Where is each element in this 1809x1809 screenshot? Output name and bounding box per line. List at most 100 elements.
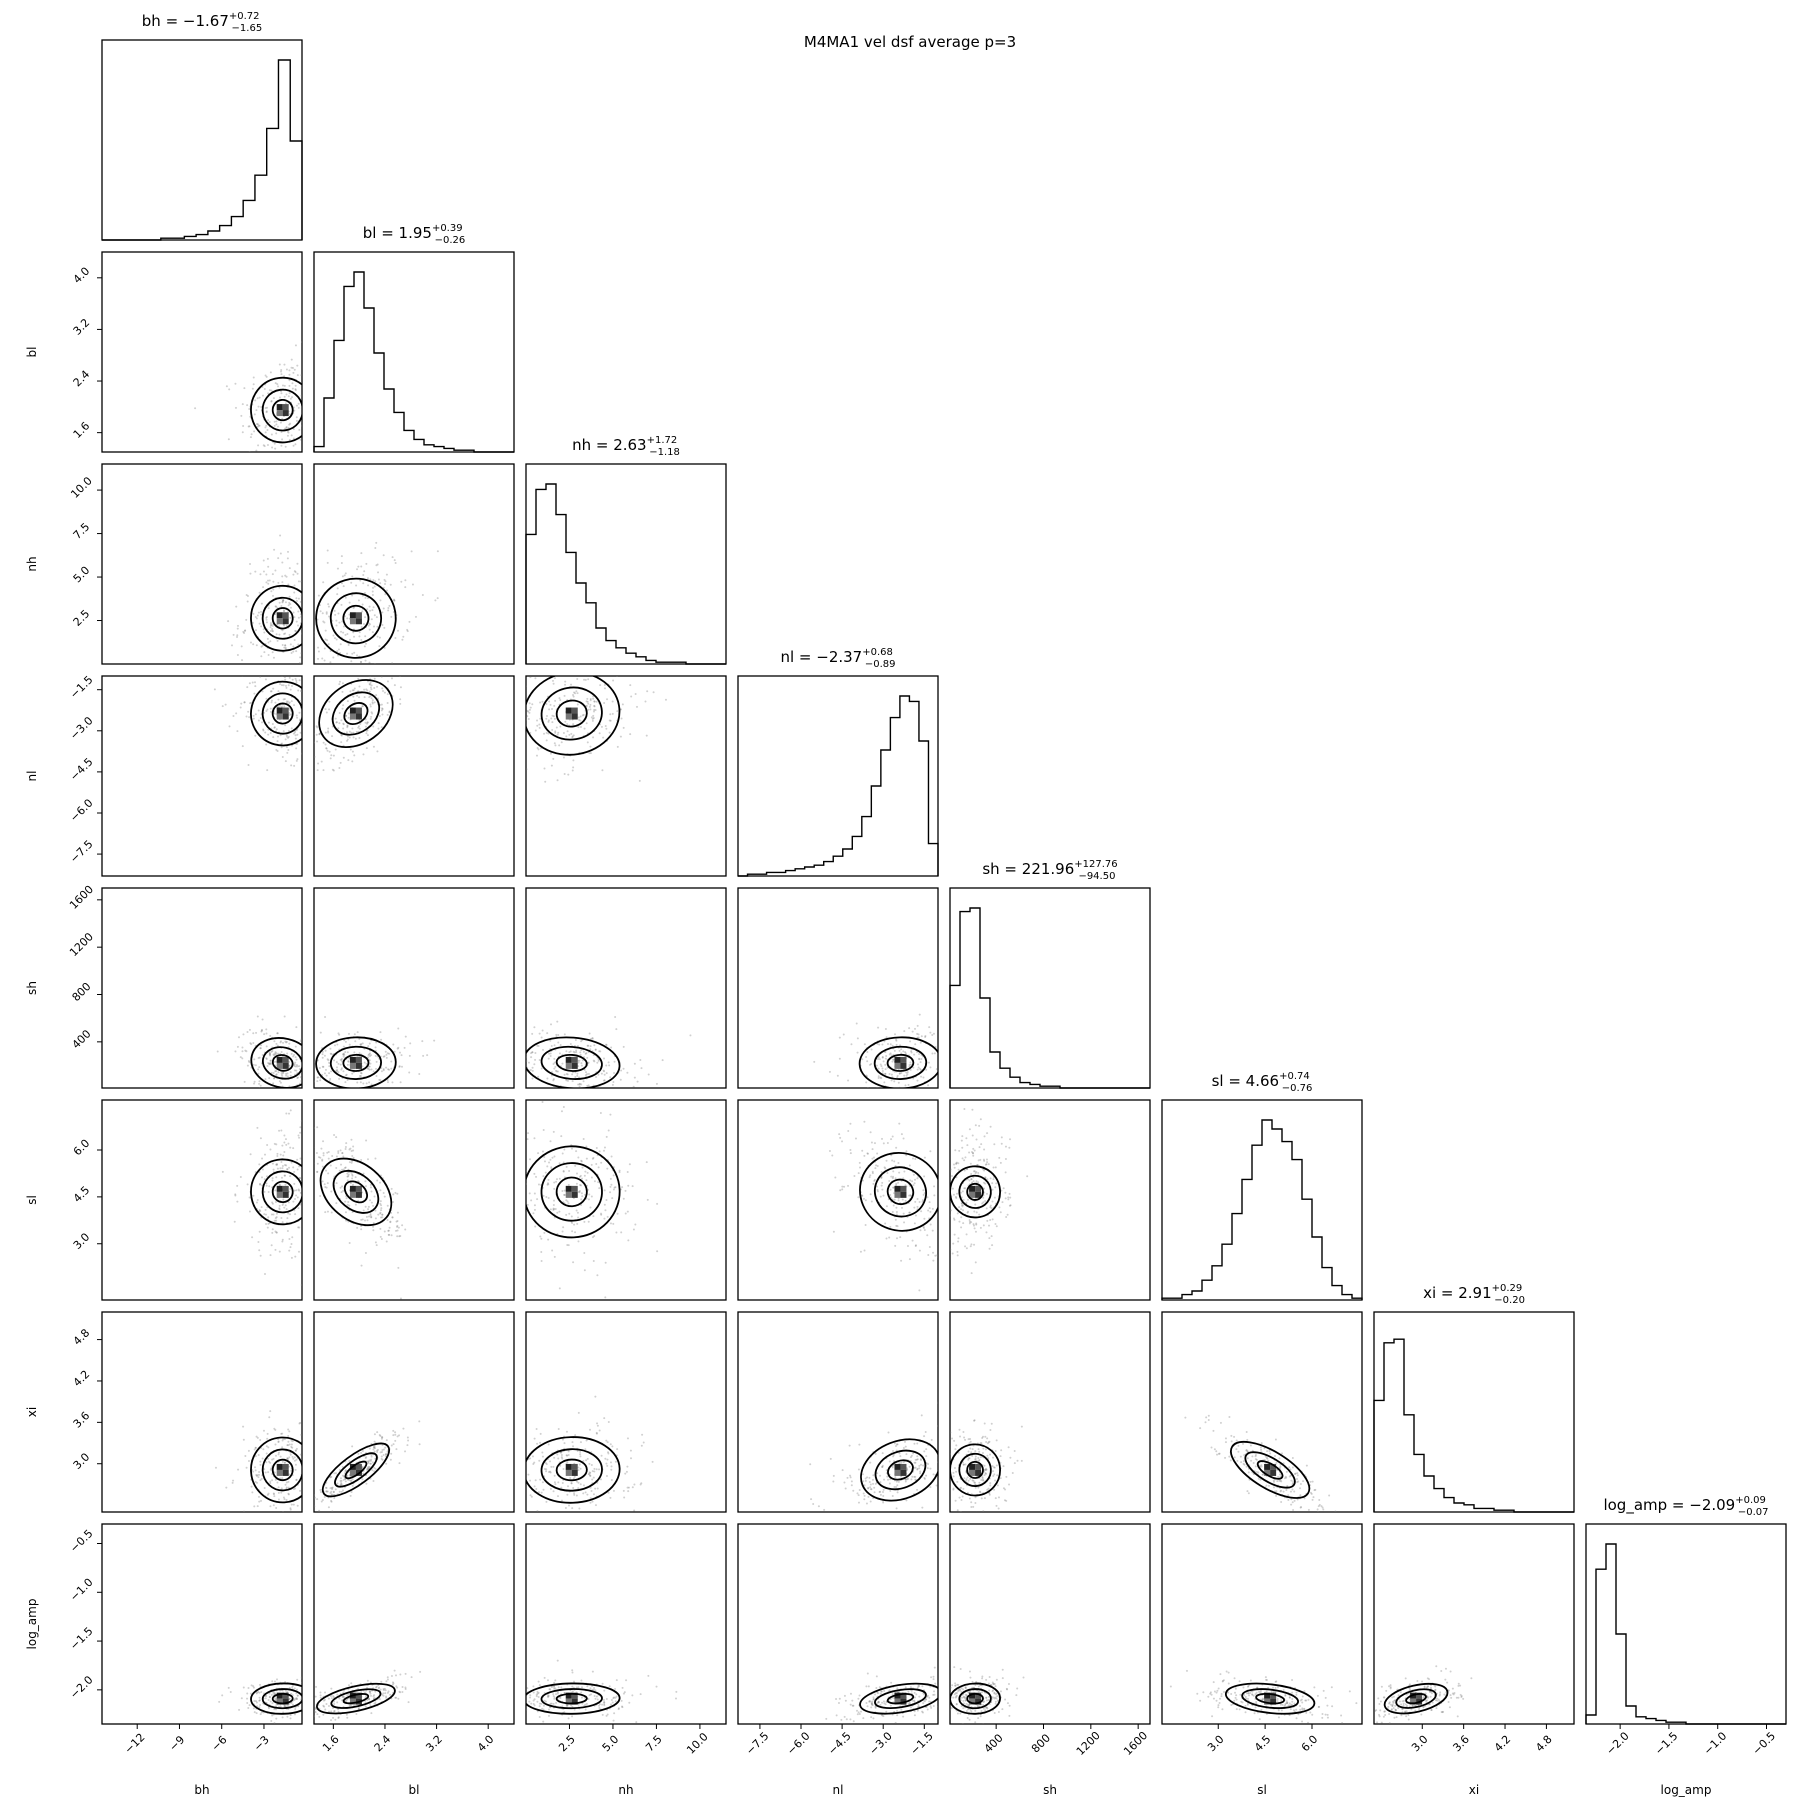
sample-point <box>293 1093 295 1095</box>
sample-point <box>861 1090 863 1092</box>
sample-point <box>297 689 300 692</box>
sample-point <box>856 1051 859 1054</box>
sample-point <box>595 1147 598 1150</box>
sample-point <box>875 1185 878 1188</box>
sample-point <box>891 1177 894 1180</box>
sample-point <box>536 746 539 749</box>
sample-point <box>869 1131 872 1134</box>
sample-point <box>329 1492 332 1495</box>
sample-point <box>282 672 284 674</box>
sample-point <box>399 669 401 671</box>
sample-point <box>365 1062 368 1065</box>
sample-point <box>387 1229 390 1232</box>
sample-point <box>905 1150 908 1153</box>
sample-point <box>557 1041 560 1044</box>
sample-point <box>535 754 538 757</box>
density-cell <box>571 1191 578 1198</box>
sample-point <box>261 1457 264 1460</box>
sample-point <box>390 1234 393 1237</box>
sample-point <box>280 1491 283 1494</box>
sample-point <box>280 1176 283 1179</box>
sample-point <box>298 694 300 696</box>
sample-point <box>972 1170 975 1173</box>
sample-point <box>397 1027 400 1030</box>
sample-point <box>351 1478 354 1481</box>
sample-point <box>291 367 294 370</box>
sample-point <box>250 433 253 436</box>
sample-point <box>1004 1197 1007 1200</box>
sample-point <box>309 1085 311 1087</box>
sample-point <box>246 594 249 597</box>
sample-point <box>356 1081 359 1084</box>
sample-point <box>974 1230 977 1233</box>
sample-point <box>270 433 273 436</box>
sample-point <box>611 1197 614 1200</box>
sample-point <box>348 1043 351 1046</box>
sample-point <box>884 1167 887 1170</box>
sample-point <box>258 622 261 625</box>
y-tick-label: 3.2 <box>71 316 93 338</box>
sample-point <box>945 1078 947 1080</box>
sample-point <box>553 1044 556 1047</box>
sample-point <box>252 1042 255 1045</box>
sample-point <box>308 588 310 590</box>
sample-point <box>579 715 582 718</box>
sample-point <box>546 1183 549 1186</box>
sample-point <box>307 635 309 637</box>
sample-point <box>983 1169 986 1172</box>
sample-point <box>522 1096 524 1098</box>
sample-point <box>347 672 349 674</box>
density-cell <box>894 1062 901 1069</box>
sample-point <box>341 690 344 693</box>
sample-point <box>396 1211 399 1214</box>
sample-point <box>308 1208 310 1210</box>
sample-point <box>340 733 343 736</box>
sample-point <box>576 648 578 650</box>
sample-point <box>253 1448 256 1451</box>
sample-point <box>978 1213 981 1216</box>
sample-point <box>375 616 378 619</box>
sample-point <box>308 766 310 768</box>
sample-point <box>300 420 302 423</box>
sample-point <box>364 673 366 675</box>
sample-point <box>315 587 317 589</box>
sample-point <box>587 702 590 705</box>
contour-level <box>261 692 302 735</box>
sample-point <box>291 396 294 399</box>
sample-point <box>310 1062 312 1064</box>
sample-point <box>346 1063 349 1066</box>
sample-point <box>372 745 375 748</box>
sample-point <box>934 1254 937 1257</box>
sample-point <box>522 1175 524 1177</box>
sample-point <box>235 712 238 715</box>
sample-point <box>316 1080 319 1083</box>
sample-point <box>272 588 275 591</box>
sample-point <box>490 1204 492 1206</box>
sample-point <box>340 562 343 565</box>
sample-point <box>611 1083 614 1086</box>
sample-point <box>613 1186 616 1189</box>
sample-point <box>281 1439 284 1442</box>
sample-point <box>633 1509 636 1512</box>
sample-point <box>278 1080 281 1083</box>
sample-point <box>547 1183 550 1186</box>
sample-point <box>213 688 216 691</box>
sample-point <box>323 608 325 610</box>
sample-point <box>612 679 615 682</box>
sample-point <box>898 1049 901 1052</box>
density-cell <box>276 1056 283 1063</box>
sample-point <box>594 1395 597 1398</box>
sample-point <box>411 583 414 586</box>
sample-point <box>336 1066 339 1069</box>
sample-point <box>288 369 291 372</box>
sample-point <box>895 1213 898 1216</box>
sample-point <box>586 700 589 703</box>
sample-point <box>552 1490 555 1493</box>
sample-point <box>342 704 345 707</box>
sample-point <box>385 1240 388 1243</box>
sample-point <box>257 667 259 669</box>
sample-point <box>267 419 270 422</box>
sample-point <box>563 1176 566 1179</box>
sample-point <box>258 1087 261 1088</box>
sample-point <box>406 630 409 633</box>
